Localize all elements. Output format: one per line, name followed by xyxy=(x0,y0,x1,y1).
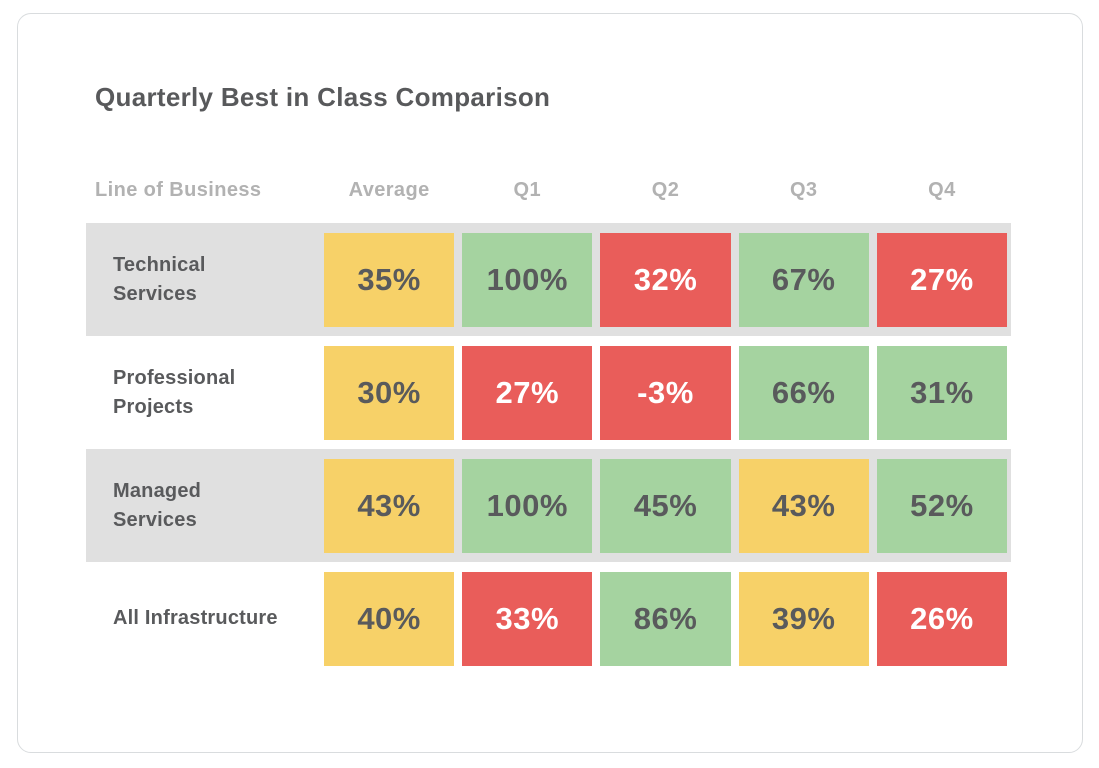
value-cell: 39% xyxy=(738,571,869,666)
table-row: Managed Services 43% 100% 45% 43% 52% xyxy=(86,449,1011,562)
value-cell: 43% xyxy=(738,458,869,553)
value-cell: 40% xyxy=(324,571,455,666)
table-row: Technical Services 35% 100% 32% 67% 27% xyxy=(86,223,1011,336)
value-cell: 35% xyxy=(324,232,455,327)
value-cell: 86% xyxy=(600,571,731,666)
column-header-q4: Q4 xyxy=(928,178,956,201)
value-cell: 27% xyxy=(462,345,593,440)
value-cell: 43% xyxy=(324,458,455,553)
column-header-q1: Q1 xyxy=(513,178,542,201)
value-cell: 100% xyxy=(462,458,593,553)
comparison-table: Line of Business Average Q1 Q2 Q3 Q4 Tec… xyxy=(86,175,1011,675)
value-cell: 27% xyxy=(876,232,1007,327)
value-cell: 100% xyxy=(462,232,593,327)
value-cell: -3% xyxy=(600,345,731,440)
value-cell: 32% xyxy=(600,232,731,327)
table-row: All Infrastructure 40% 33% 86% 39% 26% xyxy=(86,562,1011,675)
value-cell: 30% xyxy=(324,345,455,440)
comparison-card: Quarterly Best in Class Comparison Line … xyxy=(17,13,1083,753)
value-cell: 66% xyxy=(738,345,869,440)
chart-title: Quarterly Best in Class Comparison xyxy=(95,82,551,112)
row-label: Technical Services xyxy=(113,253,206,305)
value-cell: 26% xyxy=(876,571,1007,666)
column-header-line-of-business: Line of Business xyxy=(95,178,262,201)
row-label: Managed Services xyxy=(113,479,202,531)
table-row: Professional Projects 30% 27% -3% 66% 31… xyxy=(86,336,1011,449)
column-header-q3: Q3 xyxy=(789,178,818,201)
value-cell: 33% xyxy=(462,571,593,666)
column-header-q2: Q2 xyxy=(651,178,680,201)
table-header-row: Line of Business Average Q1 Q2 Q3 Q4 xyxy=(86,175,1011,205)
column-header-average: Average xyxy=(348,178,430,201)
value-cell: 52% xyxy=(876,458,1007,553)
row-label: Professional Projects xyxy=(113,366,236,418)
value-cell: 45% xyxy=(600,458,731,553)
value-cell: 31% xyxy=(876,345,1007,440)
row-label: All Infrastructure xyxy=(113,607,278,629)
value-cell: 67% xyxy=(738,232,869,327)
